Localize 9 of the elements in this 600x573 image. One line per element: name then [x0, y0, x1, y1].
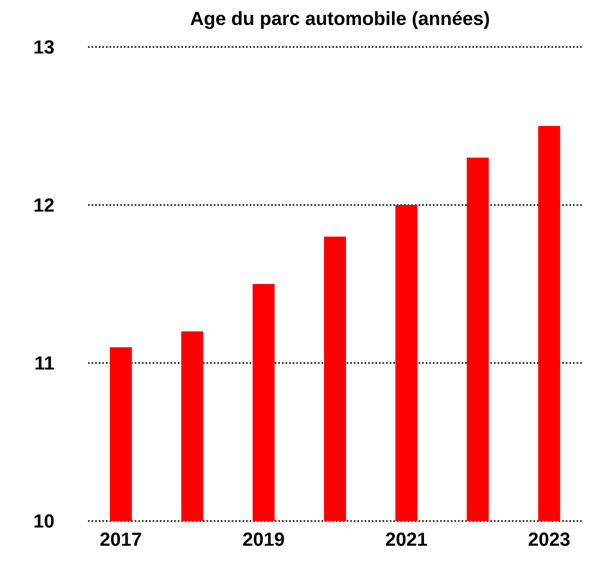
x-tick-label: 2019 — [243, 532, 284, 546]
y-tick-label: 13 — [34, 40, 54, 54]
y-tick-label: 12 — [34, 198, 54, 212]
chart-title: Age du parc automobile (années) — [190, 11, 489, 29]
x-tick-label: 2023 — [528, 532, 570, 546]
y-tick-label: 10 — [34, 514, 54, 528]
x-tick-label: 2021 — [386, 532, 427, 546]
y-tick-label: 11 — [36, 356, 54, 370]
x-tick-label: 2017 — [100, 532, 142, 546]
